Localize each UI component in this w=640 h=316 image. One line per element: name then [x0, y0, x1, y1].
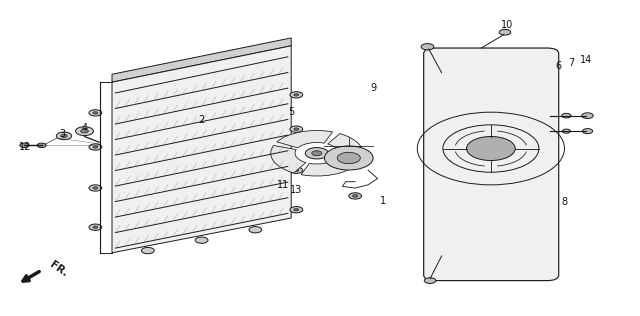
Wedge shape [328, 134, 363, 161]
Text: 13: 13 [290, 185, 303, 195]
Circle shape [582, 129, 593, 134]
Text: 11: 11 [277, 180, 290, 190]
Circle shape [290, 92, 303, 98]
Circle shape [76, 127, 93, 136]
Text: FR.: FR. [48, 260, 70, 279]
Circle shape [20, 143, 29, 148]
Wedge shape [277, 131, 333, 148]
Circle shape [563, 129, 570, 133]
Circle shape [81, 129, 88, 133]
Circle shape [93, 112, 98, 114]
Circle shape [290, 207, 303, 213]
Text: 3: 3 [59, 129, 65, 139]
Wedge shape [301, 159, 356, 176]
Circle shape [324, 146, 373, 170]
Circle shape [349, 193, 362, 199]
Circle shape [61, 134, 67, 137]
Circle shape [305, 148, 328, 159]
FancyBboxPatch shape [424, 48, 559, 281]
Text: 6: 6 [555, 61, 561, 71]
Circle shape [421, 44, 434, 50]
Text: 8: 8 [561, 197, 568, 207]
Circle shape [89, 185, 102, 191]
Circle shape [337, 152, 360, 164]
Circle shape [37, 143, 46, 148]
Circle shape [93, 226, 98, 228]
Text: 5: 5 [288, 107, 294, 117]
Circle shape [290, 126, 303, 132]
Circle shape [195, 237, 208, 243]
Circle shape [89, 224, 102, 230]
Circle shape [93, 146, 98, 148]
Circle shape [141, 247, 154, 254]
Circle shape [424, 278, 436, 283]
Text: 10: 10 [501, 20, 514, 30]
Circle shape [467, 137, 515, 161]
Circle shape [56, 132, 72, 140]
Circle shape [290, 167, 303, 173]
Text: 1: 1 [380, 196, 386, 206]
Circle shape [294, 169, 299, 172]
Circle shape [294, 209, 299, 211]
Polygon shape [112, 38, 291, 82]
Circle shape [89, 144, 102, 150]
Text: 7: 7 [568, 58, 574, 68]
Text: 14: 14 [579, 55, 592, 65]
Circle shape [93, 187, 98, 189]
Circle shape [353, 195, 358, 197]
Circle shape [249, 227, 262, 233]
Text: 2: 2 [198, 115, 205, 125]
Circle shape [294, 128, 299, 131]
Text: 12: 12 [19, 142, 32, 152]
Circle shape [294, 94, 299, 96]
Polygon shape [112, 46, 291, 253]
Circle shape [582, 113, 593, 118]
Circle shape [499, 29, 511, 35]
Circle shape [89, 110, 102, 116]
Circle shape [312, 151, 322, 156]
Text: 4: 4 [81, 123, 88, 133]
Circle shape [562, 113, 571, 118]
Wedge shape [271, 145, 306, 173]
Text: 9: 9 [370, 83, 376, 94]
